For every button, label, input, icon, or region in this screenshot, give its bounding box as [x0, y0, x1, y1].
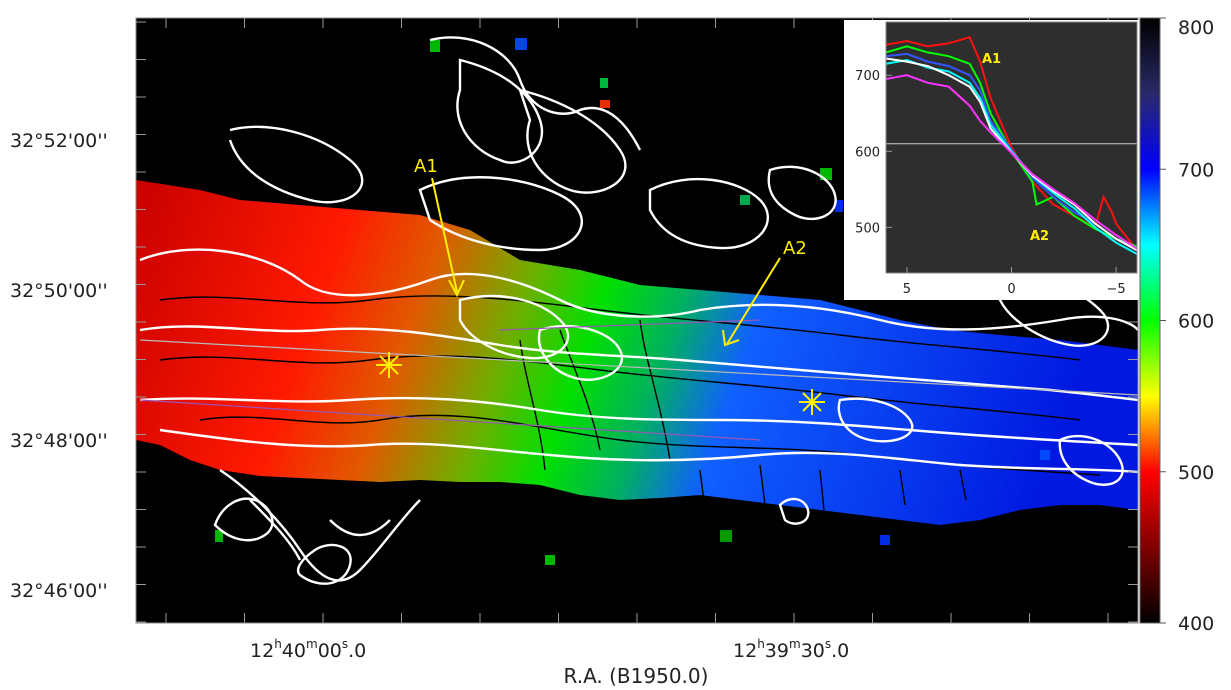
star-marker-east — [376, 352, 402, 378]
colorbar-tick-label: 800 — [1178, 17, 1214, 39]
major-axis-lines — [139, 319, 1138, 441]
y-tick-label: 32°52'00'' — [10, 130, 108, 152]
main-ticks — [136, 18, 1138, 623]
inset-y-tick-label: 500 — [855, 221, 880, 236]
contours-black — [159, 295, 1101, 511]
x-tick-label: 12h40m00s.0 — [250, 637, 366, 662]
inset-axis-ticks: 500 600 700 5 0 −5 — [855, 69, 1125, 297]
x-tick-label: 12h39m30s.0 — [733, 637, 849, 662]
inset-x-tick-label: 5 — [903, 282, 911, 297]
inset-label-a1: A1 — [982, 52, 1001, 67]
colorbar — [1139, 17, 1161, 624]
arrow-a2 — [726, 257, 781, 345]
annotation-a2: A2 — [783, 238, 807, 259]
inset-series-group — [886, 35, 1137, 255]
inset-y-tick-label: 700 — [855, 69, 880, 84]
inset-series-line-6 — [886, 74, 1137, 250]
arrow-a1 — [431, 177, 458, 293]
inset-x-tick-label: 0 — [1007, 282, 1015, 297]
colorbar-tick-label: 400 — [1178, 613, 1214, 635]
contours-white — [139, 36, 1138, 585]
velocity-field — [136, 180, 1138, 525]
colorbar-ticks: 800 700 600 500 400 — [1160, 17, 1214, 635]
y-tick-label: 32°50'00'' — [10, 280, 108, 302]
pixel-fringe — [215, 38, 1050, 565]
yellow-annotations — [376, 177, 825, 415]
inset-y-tick-label: 600 — [855, 145, 880, 160]
inset-panel: 500 600 700 5 0 −5 A1 A2 — [844, 20, 1139, 300]
inset-label-a2: A2 — [1030, 229, 1049, 244]
inset-x-tick-label: −5 — [1106, 282, 1125, 297]
y-tick-label: 32°46'00'' — [10, 580, 108, 602]
inset-series-line-5 — [886, 57, 1137, 252]
annotation-a1: A1 — [414, 156, 438, 177]
colorbar-tick-label: 700 — [1178, 159, 1214, 181]
colorbar-tick-label: 600 — [1178, 311, 1214, 333]
x-axis-title: R.A. (B1950.0) — [564, 664, 709, 688]
star-marker-west — [799, 389, 825, 415]
colorbar-tick-label: 500 — [1178, 462, 1214, 484]
y-tick-label: 32°48'00'' — [10, 430, 108, 452]
